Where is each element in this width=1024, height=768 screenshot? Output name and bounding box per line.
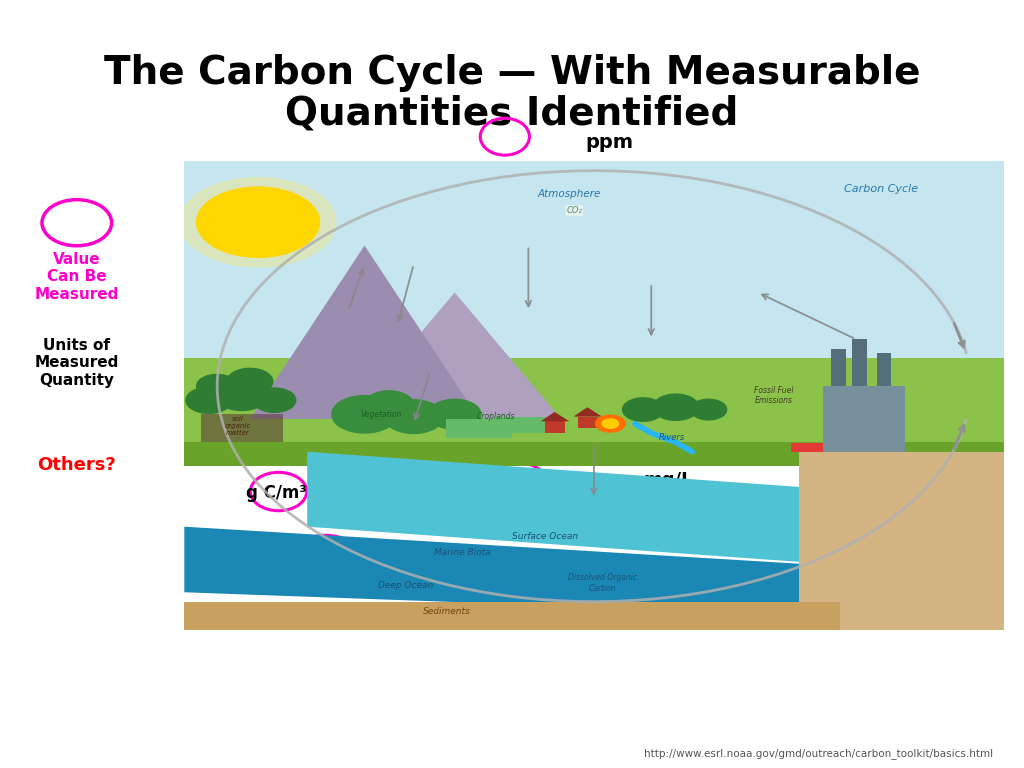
Circle shape	[186, 387, 231, 413]
Text: μg/m²: μg/m²	[449, 279, 504, 297]
Text: Vegetation: Vegetation	[360, 410, 401, 419]
Text: g C/kg soil: g C/kg soil	[205, 378, 302, 396]
Text: ppm: ppm	[586, 133, 634, 151]
Text: Dissolved Organic
Carbon: Dissolved Organic Carbon	[567, 573, 637, 593]
Text: g C/m³: g C/m³	[246, 484, 306, 502]
Bar	[852, 339, 866, 386]
Circle shape	[332, 396, 397, 433]
Text: % cultivated land: % cultivated land	[364, 348, 526, 366]
Text: Marine Biota: Marine Biota	[434, 548, 492, 557]
Text: Value
Can Be
Measured: Value Can Be Measured	[35, 252, 119, 302]
Circle shape	[253, 388, 296, 412]
Text: soil
organic
matter: soil organic matter	[224, 416, 251, 436]
Circle shape	[596, 415, 625, 432]
Text: μg/m³: μg/m³	[233, 244, 289, 263]
Bar	[877, 353, 891, 386]
Text: % coverage: % coverage	[285, 286, 393, 305]
Bar	[496, 416, 545, 433]
Text: W: W	[664, 318, 683, 336]
Text: vehicles/hr: vehicles/hr	[794, 349, 896, 367]
Bar	[184, 161, 1004, 419]
Text: mm/hr: mm/hr	[586, 221, 651, 240]
Text: Croplands: Croplands	[476, 412, 515, 421]
Circle shape	[690, 399, 727, 420]
Bar	[184, 442, 1004, 465]
Bar	[578, 416, 598, 429]
Polygon shape	[250, 246, 479, 419]
Text: lbs CO₂/kWh: lbs CO₂/kWh	[799, 284, 912, 303]
Polygon shape	[799, 452, 1004, 630]
Bar	[823, 386, 905, 452]
Circle shape	[197, 375, 238, 398]
Circle shape	[197, 187, 319, 257]
Text: Surface Ocean: Surface Ocean	[512, 531, 578, 541]
Polygon shape	[184, 527, 963, 621]
Circle shape	[365, 391, 414, 419]
Text: mg/L: mg/L	[643, 471, 692, 489]
Bar	[446, 419, 512, 438]
Bar	[831, 349, 846, 386]
Bar	[545, 422, 565, 433]
Bar	[184, 358, 1004, 452]
Text: ppm: ppm	[197, 279, 241, 297]
Text: houses/mi²: houses/mi²	[435, 296, 538, 315]
Circle shape	[653, 394, 698, 420]
Text: Carbon Cycle: Carbon Cycle	[844, 184, 918, 194]
Text: The Carbon Cycle — With Measurable: The Carbon Cycle — With Measurable	[103, 54, 921, 92]
Circle shape	[227, 369, 272, 395]
Text: Rivers: Rivers	[658, 433, 685, 442]
Circle shape	[623, 398, 664, 422]
Text: Sediments: Sediments	[423, 607, 470, 617]
Text: CO₂: CO₂	[566, 206, 583, 215]
Text: g C/m³: g C/m³	[256, 432, 316, 451]
Text: Deep Ocean: Deep Ocean	[378, 581, 433, 590]
Text: % reflectivity: % reflectivity	[328, 221, 453, 240]
Circle shape	[602, 419, 618, 429]
Polygon shape	[573, 407, 602, 416]
Text: Quantities Identified: Quantities Identified	[286, 94, 738, 133]
Text: L/hr: L/hr	[584, 349, 624, 367]
Text: Units of
Measured
Quantity: Units of Measured Quantity	[35, 338, 119, 388]
Text: mm/year: mm/year	[205, 536, 288, 554]
Text: Others?: Others?	[38, 455, 116, 474]
Circle shape	[384, 399, 443, 433]
Circle shape	[215, 380, 268, 411]
Polygon shape	[348, 293, 561, 419]
Polygon shape	[307, 452, 963, 574]
Polygon shape	[541, 412, 569, 422]
Text: Fossil Fuel
Emissions: Fossil Fuel Emissions	[755, 386, 794, 406]
Bar	[184, 601, 840, 630]
Text: http://www.esrl.noaa.gov/gmd/outreach/carbon_toolkit/basics.html: http://www.esrl.noaa.gov/gmd/outreach/ca…	[644, 748, 993, 759]
Bar	[791, 443, 823, 452]
Text: Atmosphere: Atmosphere	[538, 189, 601, 199]
Circle shape	[180, 177, 336, 266]
Circle shape	[428, 399, 481, 429]
Bar	[201, 414, 283, 442]
Text: mm/hr: mm/hr	[651, 244, 717, 263]
